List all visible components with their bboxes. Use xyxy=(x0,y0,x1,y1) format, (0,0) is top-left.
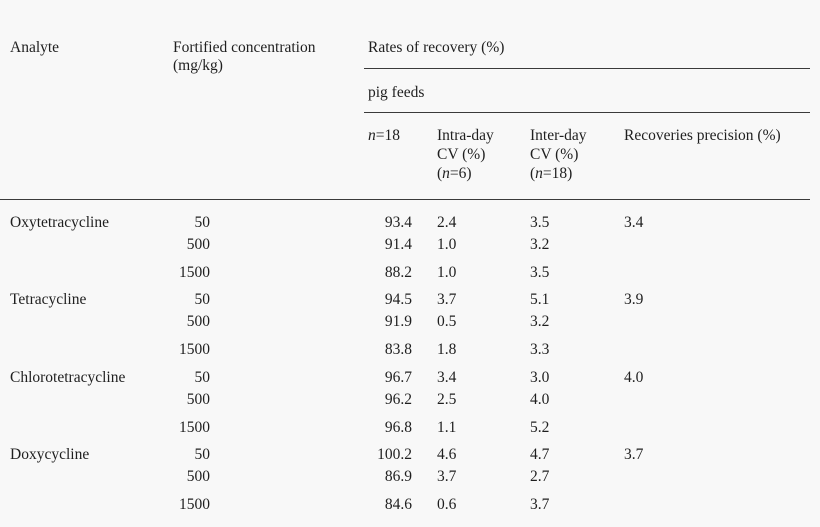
header-fortified-line2: (mg/kg) xyxy=(173,57,223,74)
cell-analyte: Doxycycline xyxy=(10,446,90,463)
cell-n18: 88.2 xyxy=(384,264,412,281)
cell-concentration: 50 xyxy=(194,446,211,463)
header-n18-rest: =18 xyxy=(375,127,400,144)
cell-intra-cv: 3.7 xyxy=(437,291,457,308)
cell-intra-cv: 1.0 xyxy=(437,236,457,253)
cell-concentration: 50 xyxy=(194,214,211,231)
cell-inter-cv: 3.0 xyxy=(530,369,550,386)
header-inter-rest: =18) xyxy=(542,165,573,182)
rule-under-header xyxy=(0,199,810,201)
cell-inter-cv: 4.7 xyxy=(530,446,550,463)
cell-precision: 3.4 xyxy=(624,214,644,231)
cell-n18: 84.6 xyxy=(384,496,412,513)
rule-under-rates xyxy=(364,68,810,70)
cell-inter-cv: 4.0 xyxy=(530,391,550,408)
cell-concentration: 500 xyxy=(186,236,210,253)
header-intra-rest: =6) xyxy=(449,165,472,182)
cell-concentration: 50 xyxy=(194,291,211,308)
cell-intra-cv: 4.6 xyxy=(437,446,457,463)
cell-concentration: 50 xyxy=(194,369,211,386)
header-n18-n: n xyxy=(368,127,376,144)
cell-intra-cv: 1.8 xyxy=(437,341,457,358)
cell-intra-cv: 2.4 xyxy=(437,214,457,231)
cell-precision: 3.7 xyxy=(624,446,644,463)
header-inter-line1: Inter-day xyxy=(530,127,587,144)
cell-intra-cv: 0.6 xyxy=(437,496,457,513)
header-intra-line1: Intra-day xyxy=(437,127,494,144)
cell-intra-cv: 0.5 xyxy=(437,313,457,330)
cell-n18: 100.2 xyxy=(377,446,412,463)
cell-intra-cv: 1.1 xyxy=(437,419,457,436)
header-precision: Recoveries precision (%) xyxy=(624,127,781,144)
cell-concentration: 500 xyxy=(186,391,210,408)
header-analyte: Analyte xyxy=(10,39,60,56)
cell-intra-cv: 3.7 xyxy=(437,468,457,485)
header-inter-line3: (n=18) xyxy=(530,165,572,183)
cell-inter-cv: 5.1 xyxy=(530,291,550,308)
cell-precision: 4.0 xyxy=(624,369,644,386)
cell-n18: 96.2 xyxy=(384,391,412,408)
cell-intra-cv: 3.4 xyxy=(437,369,457,386)
cell-analyte: Oxytetracycline xyxy=(10,214,109,231)
cell-concentration: 1500 xyxy=(179,264,210,281)
cell-n18: 91.4 xyxy=(384,236,412,253)
cell-inter-cv: 3.3 xyxy=(530,341,550,358)
cell-analyte: Tetracycline xyxy=(10,291,87,308)
cell-n18: 96.7 xyxy=(384,369,412,386)
header-intra-line3: (n=6) xyxy=(437,165,472,183)
header-inter-open: ( xyxy=(530,165,536,182)
cell-n18: 83.8 xyxy=(384,341,412,358)
cell-intra-cv: 2.5 xyxy=(437,391,457,408)
cell-concentration: 1500 xyxy=(179,419,210,436)
cell-concentration: 500 xyxy=(186,313,210,330)
cell-n18: 94.5 xyxy=(384,291,412,308)
cell-n18: 93.4 xyxy=(384,214,412,231)
header-rates-of-recovery: Rates of recovery (%) xyxy=(368,39,505,56)
cell-precision: 3.9 xyxy=(624,291,644,308)
header-inter-line2: CV (%) xyxy=(530,146,579,163)
cell-inter-cv: 2.7 xyxy=(530,468,550,485)
cell-inter-cv: 5.2 xyxy=(530,419,550,436)
cell-concentration: 1500 xyxy=(179,496,210,513)
cell-concentration: 500 xyxy=(186,468,210,485)
cell-analyte: Chlorotetracycline xyxy=(10,369,126,386)
header-n18: n=18 xyxy=(368,127,400,145)
header-intra-line2: CV (%) xyxy=(437,146,486,163)
cell-concentration: 1500 xyxy=(179,341,210,358)
cell-n18: 86.9 xyxy=(384,468,412,485)
cell-intra-cv: 1.0 xyxy=(437,264,457,281)
cell-inter-cv: 3.2 xyxy=(530,313,550,330)
cell-n18: 91.9 xyxy=(384,313,412,330)
cell-inter-cv: 3.2 xyxy=(530,236,550,253)
cell-inter-cv: 3.5 xyxy=(530,214,550,231)
cell-n18: 96.8 xyxy=(384,419,412,436)
rule-under-pig-feeds xyxy=(364,112,810,114)
header-intra-open: ( xyxy=(437,165,443,182)
cell-inter-cv: 3.5 xyxy=(530,264,550,281)
header-intra-n: n xyxy=(442,165,450,182)
cell-inter-cv: 3.7 xyxy=(530,496,550,513)
header-fortified-line1: Fortified concentration xyxy=(173,39,316,56)
header-pig-feeds: pig feeds xyxy=(368,84,425,101)
header-inter-n: n xyxy=(535,165,543,182)
